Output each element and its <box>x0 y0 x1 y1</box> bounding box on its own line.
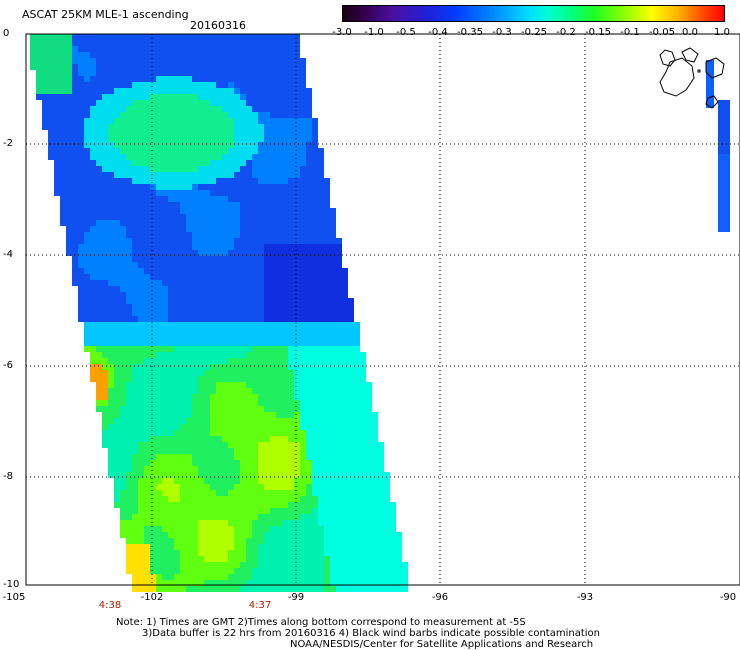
galapagos-coastline <box>659 47 725 109</box>
plot-frame <box>25 33 740 586</box>
latitude-label: -8 <box>3 471 13 482</box>
colorbar-label: -0.1 <box>620 27 640 38</box>
latitude-label: -10 <box>3 579 20 590</box>
satellite-swath <box>30 34 730 592</box>
colorbar-label: 0.0 <box>682 27 698 38</box>
colorbar-label: -0.3 <box>492 27 512 38</box>
note-line-2: 3)Data buffer is 22 hrs from 20160316 4)… <box>142 628 600 639</box>
colorbar-label: -1.0 <box>364 27 384 38</box>
colorbar-label: -0.4 <box>428 27 448 38</box>
colorbar-label: -0.35 <box>457 27 483 38</box>
longitude-label: -99 <box>287 592 305 603</box>
colorbar-label: -0.5 <box>396 27 416 38</box>
latitude-label: -4 <box>3 249 13 260</box>
map-date: 20160316 <box>190 19 246 32</box>
colorbar-label: -0.15 <box>585 27 611 38</box>
map-title: ASCAT 25KM MLE-1 ascending <box>22 8 189 21</box>
colorbar-label: 1.0 <box>714 27 730 38</box>
note-line-1: Note: 1) Times are GMT 2)Times along bot… <box>116 617 526 628</box>
longitude-label: -96 <box>431 592 449 603</box>
longitude-label: -102 <box>140 592 164 603</box>
colorbar-label: -0.05 <box>649 27 675 38</box>
colorbar-label: -0.2 <box>556 27 576 38</box>
pass-time-label: 4:37 <box>248 600 272 611</box>
lat-lon-grid <box>26 34 740 585</box>
latitude-label: -2 <box>3 138 13 149</box>
colorbar <box>342 5 725 22</box>
longitude-label: -105 <box>2 592 26 603</box>
latitude-label: 0 <box>3 28 10 39</box>
longitude-label: -90 <box>719 592 737 603</box>
longitude-label: -93 <box>576 592 594 603</box>
pass-time-label: 4:38 <box>98 600 122 611</box>
colorbar-label: -0.25 <box>521 27 547 38</box>
note-line-3: NOAA/NESDIS/Center for Satellite Applica… <box>290 639 594 650</box>
latitude-label: -6 <box>3 360 13 371</box>
colorbar-label: -3.0 <box>332 27 352 38</box>
